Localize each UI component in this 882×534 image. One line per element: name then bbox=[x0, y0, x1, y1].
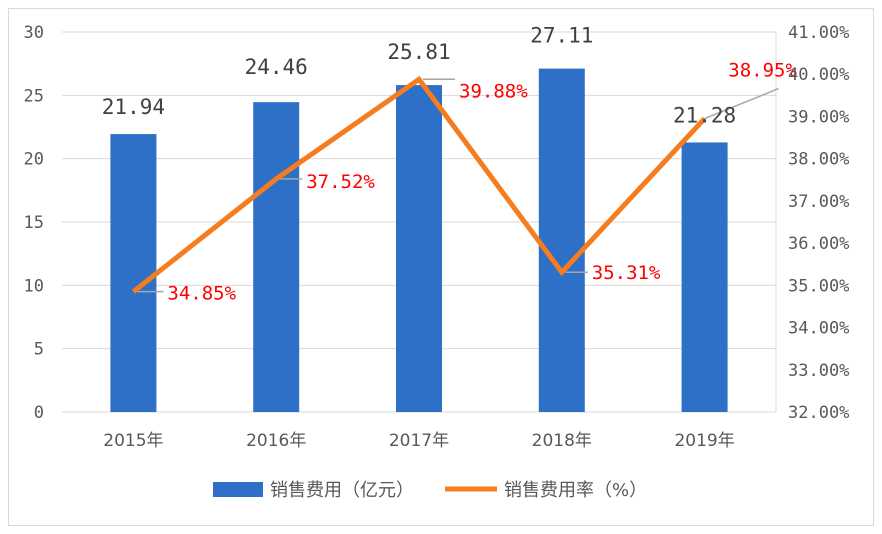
right-tick-label: 35.00% bbox=[788, 276, 849, 296]
left-tick-label: 25 bbox=[24, 86, 44, 106]
label-leader-line bbox=[704, 87, 779, 120]
right-tick-label: 39.00% bbox=[788, 107, 849, 127]
gridlines bbox=[62, 31, 777, 413]
right-tick-label: 33.00% bbox=[788, 361, 849, 381]
right-tick-label: 38.00% bbox=[788, 150, 849, 170]
line-data-labels: 34.85% 37.52% 39.88% 35.31% 38.95% bbox=[167, 60, 797, 305]
bar-data-label: 27.11 bbox=[530, 24, 593, 48]
bar-data-label: 25.81 bbox=[387, 40, 450, 64]
right-tick-label: 36.00% bbox=[788, 234, 849, 254]
line-data-label: 38.95% bbox=[728, 60, 797, 82]
left-axis-ticks: 0 5 10 15 20 25 30 bbox=[24, 23, 44, 423]
bar bbox=[110, 134, 157, 413]
line-data-label: 35.31% bbox=[592, 262, 661, 284]
bar bbox=[253, 102, 300, 412]
bar-data-label: 21.94 bbox=[102, 95, 165, 119]
right-axis-ticks: 32.00% 33.00% 34.00% 35.00% 36.00% 37.00% 38.0… bbox=[788, 23, 849, 423]
category-label: 2015年 bbox=[103, 431, 163, 451]
legend-bar-swatch bbox=[213, 482, 263, 497]
category-label: 2019年 bbox=[674, 431, 734, 451]
left-tick-label: 30 bbox=[24, 23, 44, 43]
legend-bar-label: 销售费用（亿元） bbox=[270, 480, 414, 501]
left-tick-label: 5 bbox=[34, 340, 44, 360]
category-label: 2018年 bbox=[532, 431, 592, 451]
left-tick-label: 0 bbox=[34, 403, 44, 423]
line-data-label: 34.85% bbox=[167, 283, 236, 305]
bar bbox=[538, 68, 585, 413]
label-leader-lines bbox=[137, 78, 779, 293]
category-label: 2016年 bbox=[246, 431, 306, 451]
category-label: 2017年 bbox=[389, 431, 449, 451]
left-tick-label: 15 bbox=[24, 213, 44, 233]
left-tick-label: 10 bbox=[24, 276, 44, 296]
bar-data-label: 21.28 bbox=[673, 103, 736, 127]
legend: 销售费用（亿元） 销售费用率（%） bbox=[213, 480, 647, 501]
line-data-label: 39.88% bbox=[459, 80, 528, 102]
chart-frame bbox=[8, 8, 874, 526]
bar-series bbox=[110, 68, 728, 413]
bar-data-labels: 21.94 24.46 25.81 27.11 21.28 bbox=[102, 24, 736, 128]
bar-data-label: 24.46 bbox=[245, 55, 308, 79]
right-tick-label: 34.00% bbox=[788, 319, 849, 339]
category-axis-labels: 2015年 2016年 2017年 2018年 2019年 bbox=[103, 431, 734, 451]
right-tick-label: 32.00% bbox=[788, 403, 849, 423]
line-series bbox=[131, 75, 707, 294]
bar bbox=[681, 142, 728, 412]
right-tick-label: 37.00% bbox=[788, 192, 849, 212]
line-data-label: 37.52% bbox=[306, 171, 375, 193]
line-path bbox=[131, 75, 707, 294]
right-tick-label: 41.00% bbox=[788, 23, 849, 43]
legend-line-label: 销售费用率（%） bbox=[504, 480, 647, 501]
left-tick-label: 20 bbox=[24, 150, 44, 170]
right-tick-label: 40.00% bbox=[788, 65, 849, 85]
bar bbox=[396, 85, 442, 412]
